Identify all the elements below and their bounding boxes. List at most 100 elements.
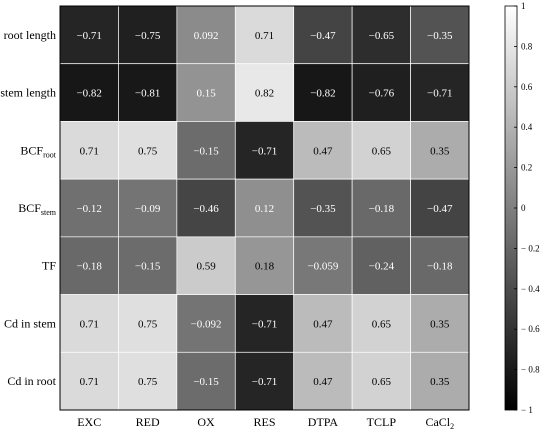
cell-value-label: 0.35	[430, 376, 450, 388]
cell-value-label: 0.35	[430, 145, 450, 157]
colorbar-tick-label: 0.4	[521, 122, 533, 132]
cell-value-label: −0.71	[252, 318, 277, 330]
cell-value-label: 0.47	[313, 145, 333, 157]
column-label: RES	[253, 415, 275, 429]
row-label: TF	[42, 259, 56, 273]
colorbar-tick-label: 1	[521, 1, 526, 11]
heatmap-cell	[293, 5, 353, 65]
column-label: TCLP	[367, 415, 397, 429]
cell-value-label: −0.15	[193, 376, 219, 388]
heatmap-cell	[293, 63, 353, 122]
heatmap-cell	[234, 5, 295, 65]
heatmap-cells	[59, 5, 470, 411]
row-label: BCFroot	[20, 143, 56, 159]
cell-value-label: −0.35	[427, 30, 453, 42]
cell-value-label: −0.71	[76, 30, 101, 42]
cell-value-label: 0.71	[80, 145, 99, 157]
cell-value-label: −0.75	[135, 30, 161, 42]
heatmap-cell	[410, 63, 470, 122]
colorbar: 1 0.8 0.6 0.4 0.2 0 − 0.2 − 0.4 − 0.6 − 0.8 − 1	[504, 1, 540, 415]
heatmap-cell	[293, 294, 353, 353]
heatmap-cell	[59, 236, 119, 295]
heatmap-cell	[59, 178, 119, 238]
column-labels: EXC RED OX RES DTPA TCLP CaCl2	[77, 415, 454, 431]
heatmap-cell	[176, 121, 236, 180]
heatmap-cell	[176, 63, 236, 122]
cell-value-label: −0.15	[193, 145, 219, 157]
cell-value-label: 0.82	[255, 88, 274, 100]
cell-value-label: −0.09	[135, 203, 161, 215]
heatmap-cell	[59, 351, 119, 411]
heatmap-cell	[410, 236, 470, 295]
cell-value-label: 0.75	[138, 376, 158, 388]
cell-value-label: 0.65	[372, 376, 392, 388]
column-label: DTPA	[308, 415, 339, 429]
heatmap-cell	[351, 351, 411, 411]
column-label: CaCl2	[425, 415, 454, 431]
heatmap-cell	[351, 121, 411, 180]
colorbar-tick-label: − 0.8	[521, 365, 540, 375]
heatmap-cell	[118, 121, 178, 180]
cell-value-label: −0.18	[369, 203, 395, 215]
heatmap-cell	[351, 5, 411, 65]
cell-value-label: −0.12	[76, 203, 101, 215]
cell-value-label: 0.71	[255, 30, 274, 42]
column-label: OX	[197, 415, 215, 429]
colorbar-tick-label: − 0.4	[521, 284, 540, 294]
cell-value-label: −0.81	[135, 88, 160, 100]
cell-value-label: −0.71	[427, 88, 452, 100]
heatmap-cell	[59, 294, 119, 353]
cell-value-label: 0.15	[196, 88, 216, 100]
row-label: BCFstem	[18, 201, 57, 217]
cell-value-label: 0.47	[313, 318, 333, 330]
cell-value-label: −0.18	[76, 261, 102, 273]
heatmap-cell	[118, 178, 178, 238]
cell-value-label: −0.47	[310, 30, 336, 42]
cell-value-label: −0.092	[191, 318, 222, 330]
cell-value-label: −0.47	[427, 203, 453, 215]
row-label: stem length	[0, 86, 56, 100]
cell-value-label: 0.71	[80, 376, 99, 388]
row-label: Cd in root	[7, 374, 56, 388]
cell-value-label: −0.82	[310, 88, 335, 100]
heatmap-cell	[410, 178, 470, 238]
heatmap-cell-labels: −0.71 −0.75 0.092 0.71 −0.47 −0.65 −0.35 −0.82 −…	[76, 30, 453, 388]
column-label: EXC	[77, 415, 101, 429]
heatmap-cell	[410, 121, 470, 180]
cell-value-label: 0.71	[80, 318, 99, 330]
cell-value-label: −0.71	[252, 376, 277, 388]
cell-value-label: 0.47	[313, 376, 333, 388]
cell-value-label: −0.65	[369, 30, 395, 42]
cell-value-label: 0.35	[430, 318, 450, 330]
plot-frame	[59, 5, 470, 411]
heatmap-cell	[176, 236, 236, 295]
cell-value-label: −0.71	[252, 145, 277, 157]
heatmap-cell	[351, 178, 411, 238]
cell-value-label: 0.75	[138, 318, 158, 330]
row-label: root length	[4, 28, 56, 42]
colorbar-tick-label: 0.6	[521, 82, 533, 92]
heatmap-cell	[234, 178, 295, 238]
cell-value-label: −0.059	[307, 261, 338, 273]
colorbar-tick-label: − 0.6	[521, 324, 540, 334]
heatmap-cell	[118, 294, 178, 353]
heatmap-cell	[410, 351, 470, 411]
heatmap-cell	[293, 121, 353, 180]
heatmap-cell	[118, 5, 178, 65]
cell-value-label: 0.75	[138, 145, 158, 157]
heatmap-cell	[176, 351, 236, 411]
heatmap-cell	[234, 351, 295, 411]
heatmap-cell	[59, 5, 119, 65]
heatmap-cell	[351, 63, 411, 122]
cell-value-label: 0.12	[255, 203, 274, 215]
colorbar-tick-label: 0	[521, 203, 526, 213]
cell-value-label: −0.15	[135, 261, 161, 273]
cell-value-label: −0.35	[310, 203, 336, 215]
heatmap-cell	[234, 121, 295, 180]
cell-value-label: −0.46	[193, 203, 219, 215]
cell-value-label: 0.59	[196, 261, 216, 273]
cell-value-label: −0.18	[427, 261, 453, 273]
cell-value-label: 0.65	[372, 318, 392, 330]
cell-value-label: −0.76	[369, 88, 395, 100]
